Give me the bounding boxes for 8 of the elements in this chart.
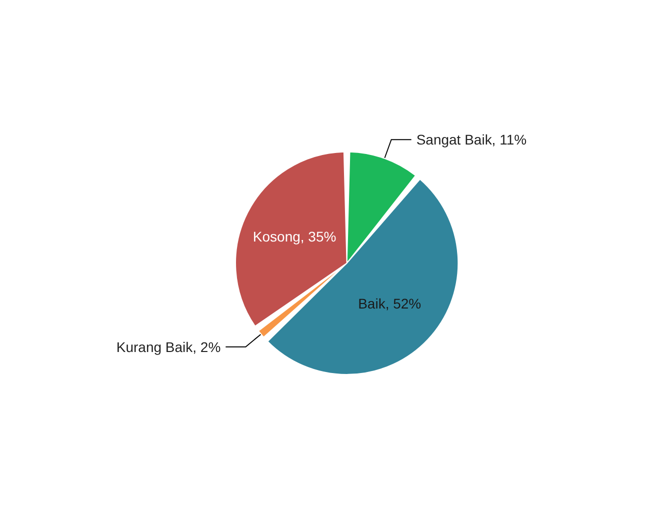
slice-label: Kosong (252, 228, 300, 244)
data-label: , 35% (300, 228, 336, 244)
data-label: , 11% (492, 132, 527, 148)
slice-label: Kurang Baik (116, 338, 194, 355)
data-label: , 52% (385, 295, 422, 312)
slice-label: Baik (358, 295, 386, 312)
slice-label: Sangat Baik (416, 132, 493, 148)
data-label: , 2% (192, 338, 221, 355)
